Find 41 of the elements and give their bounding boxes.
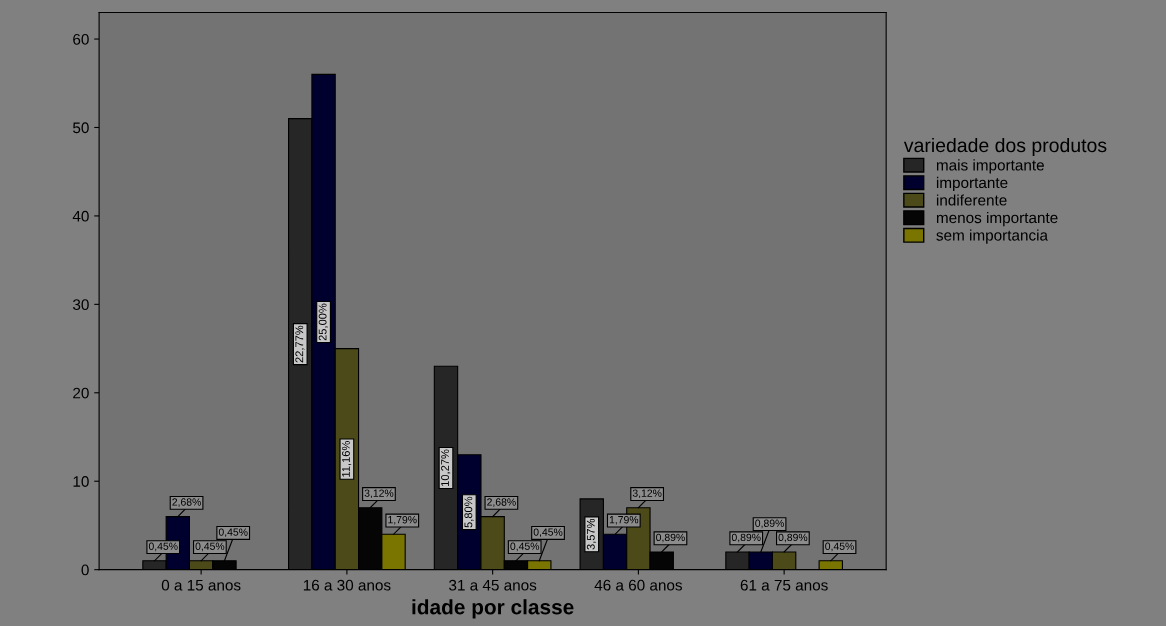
- annotation: 3,12%: [632, 489, 662, 499]
- y-tick-label: 30: [72, 299, 89, 311]
- annotation: 11,16%: [342, 441, 352, 477]
- x-tick-label: 0 a 15 anos: [161, 579, 241, 591]
- annotation: 0,45%: [195, 542, 225, 552]
- annotation: 0,89%: [731, 533, 761, 543]
- annotation: 0,89%: [755, 519, 784, 529]
- annotation: 0,89%: [656, 533, 685, 543]
- x-axis-title: idade por classe: [412, 599, 574, 619]
- annotation: 2,68%: [172, 498, 201, 507]
- annotation: 0,45%: [533, 528, 563, 537]
- annotation: 0,89%: [778, 533, 808, 543]
- annotation: 3,57%: [586, 518, 597, 550]
- legend-label: sem importancia: [936, 229, 1048, 244]
- annotation: 0,45%: [510, 542, 540, 552]
- annotation: 5,80%: [464, 496, 474, 528]
- y-tick-label: 60: [73, 33, 89, 45]
- y-tick-label: 20: [73, 387, 89, 399]
- annotation: 3,12%: [364, 489, 394, 499]
- x-tick-label: 31 a 45 anos: [449, 579, 537, 591]
- y-tick-label: 0: [81, 564, 89, 576]
- annotation: 10,27%: [441, 449, 451, 486]
- annotation: 1,79%: [609, 516, 639, 525]
- x-tick-label: 46 a 60 anos: [594, 579, 683, 591]
- annotation: 25,00%: [318, 303, 328, 341]
- x-tick-label: 16 a 30 anos: [303, 579, 391, 591]
- legend-label: importante: [936, 176, 1008, 192]
- y-tick-label: 50: [73, 122, 89, 134]
- annotation: 2,68%: [487, 498, 516, 507]
- y-tick-label: 10: [73, 476, 89, 487]
- legend-label: mais importante: [936, 159, 1044, 174]
- annotation: 22,77%: [295, 325, 305, 363]
- y-tick-label: 40: [72, 210, 89, 222]
- legend-label: menos importante: [936, 211, 1058, 227]
- annotation: 1,79%: [388, 516, 417, 525]
- x-tick-label: 61 a 75 anos: [740, 579, 828, 591]
- annotation: 0,45%: [148, 542, 178, 552]
- annotation: 0,45%: [218, 528, 248, 537]
- legend-title: variedade dos produtos: [903, 137, 1107, 157]
- annotation: 0,45%: [825, 542, 854, 552]
- legend-label: indiferente: [936, 194, 1007, 206]
